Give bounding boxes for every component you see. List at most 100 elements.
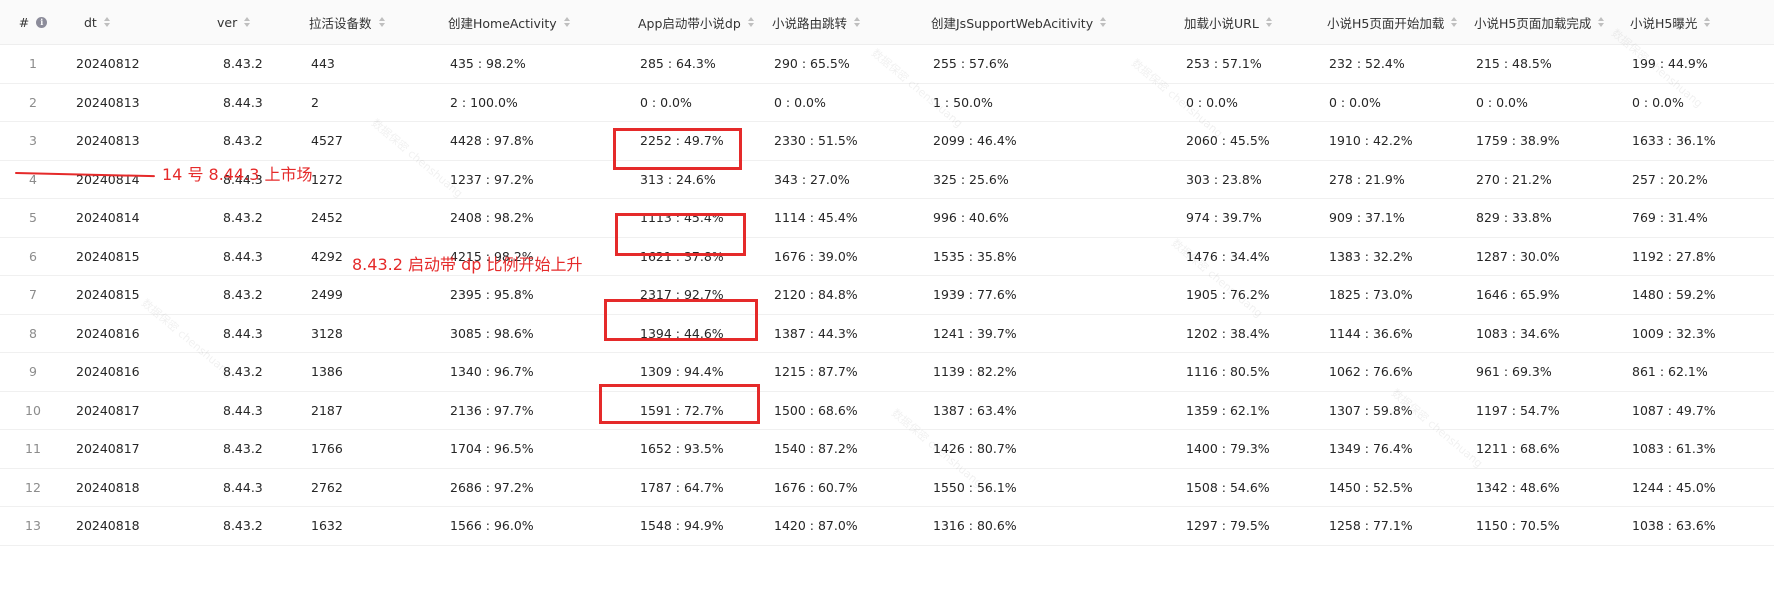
column-header-label: 拉活设备数 <box>309 15 372 31</box>
column-header-jsweb[interactable]: 创建JsSupportWebAcitivity <box>911 0 1154 45</box>
table-cell-idx: 2 <box>0 83 66 122</box>
sort-ascending-icon[interactable] <box>378 17 385 21</box>
column-header-h5done[interactable]: 小说H5页面加载完成 <box>1460 0 1612 45</box>
column-header-label: App启动带小说dp <box>638 15 741 31</box>
sort-descending-icon[interactable] <box>1265 23 1272 27</box>
sort-descending-icon[interactable] <box>854 23 861 27</box>
column-header-label: 小说H5页面加载完成 <box>1474 15 1592 31</box>
table-row[interactable]: 11 20240817 8.43.2 1766 1704 : 96.5% 1652 : 9… <box>0 429 1774 469</box>
sort-icon[interactable] <box>854 15 862 29</box>
column-header-content: 小说H5曝光 <box>1630 13 1712 32</box>
table-row[interactable]: 4 20240814 8.44.3 1272 1237 : 97.2% 313 : 24.… <box>0 160 1774 199</box>
column-header-devices[interactable]: 拉活设备数 <box>299 0 428 45</box>
table-cell-url: 1508 : 54.6% <box>1154 468 1307 507</box>
sort-ascending-icon[interactable] <box>563 17 570 21</box>
table-cell-h5start: 0 : 0.0% <box>1307 83 1460 122</box>
column-header-dt[interactable]: dt <box>66 0 197 45</box>
table-cell-idx: 3 <box>0 121 66 161</box>
sort-ascending-icon[interactable] <box>1598 17 1605 21</box>
column-header-ver[interactable]: ver <box>197 0 299 45</box>
info-icon[interactable]: i <box>36 16 48 28</box>
sort-descending-icon[interactable] <box>1100 23 1107 27</box>
column-header-content: 小说路由跳转 <box>772 13 862 32</box>
sort-descending-icon[interactable] <box>244 23 251 27</box>
table-body: 1 20240812 8.43.2 443 435 : 98.2% 285 : 64.3%… <box>0 44 1774 546</box>
table-cell-home: 4428 : 97.8% <box>428 121 608 161</box>
sort-descending-icon[interactable] <box>1451 23 1458 27</box>
column-header-dp[interactable]: App启动带小说dp <box>608 0 758 45</box>
sort-icon[interactable] <box>1451 15 1459 29</box>
table-row[interactable]: 13 20240818 8.43.2 1632 1566 : 96.0% 1548 : 9… <box>0 506 1774 546</box>
table-row[interactable]: 7 20240815 8.43.2 2499 2395 : 95.8% 2317 : 92… <box>0 275 1774 315</box>
table-cell-jsweb: 1 : 50.0% <box>911 83 1154 122</box>
column-header-h5expo[interactable]: 小说H5曝光 <box>1612 0 1774 45</box>
table-cell-ver: 8.44.3 <box>197 391 299 430</box>
table-row[interactable]: 10 20240817 8.44.3 2187 2136 : 97.7% 1591 : 7… <box>0 391 1774 430</box>
sort-ascending-icon[interactable] <box>747 17 754 21</box>
sort-icon[interactable] <box>1704 15 1712 29</box>
sort-icon[interactable] <box>1100 15 1108 29</box>
table-cell-dp: 1309 : 94.4% <box>608 352 758 392</box>
table-row[interactable]: 3 20240813 8.43.2 4527 4428 : 97.8% 2252 : 49… <box>0 121 1774 161</box>
sort-ascending-icon[interactable] <box>103 17 110 21</box>
sort-descending-icon[interactable] <box>378 23 385 27</box>
sort-ascending-icon[interactable] <box>1451 17 1458 21</box>
table-cell-h5start: 1349 : 76.4% <box>1307 429 1460 469</box>
column-header-label: 创建HomeActivity <box>448 15 557 31</box>
table-row[interactable]: 2 20240813 8.44.3 2 2 : 100.0% 0 : 0.0% 0 : 0.… <box>0 83 1774 122</box>
sort-icon[interactable] <box>1598 15 1606 29</box>
column-header-route[interactable]: 小说路由跳转 <box>758 0 911 45</box>
table-cell-dt: 20240812 <box>66 44 197 84</box>
sort-icon[interactable] <box>563 15 572 29</box>
sort-ascending-icon[interactable] <box>854 17 861 21</box>
table-cell-ver: 8.44.3 <box>197 314 299 353</box>
sort-descending-icon[interactable] <box>747 23 754 27</box>
table-row[interactable]: 9 20240816 8.43.2 1386 1340 : 96.7% 1309 : 94… <box>0 352 1774 392</box>
sort-descending-icon[interactable] <box>1704 23 1711 27</box>
sort-descending-icon[interactable] <box>1598 23 1605 27</box>
table-cell-route: 1500 : 68.6% <box>758 391 911 430</box>
column-header-label: dt <box>84 14 97 30</box>
table-cell-url: 253 : 57.1% <box>1154 44 1307 84</box>
column-header-url[interactable]: 加载小说URL <box>1154 0 1307 45</box>
annotation-market-note: 14 号 8.44.3 上市场 <box>162 165 313 184</box>
column-header-h5start[interactable]: 小说H5页面开始加载 <box>1307 0 1460 45</box>
table-cell-h5start: 1910 : 42.2% <box>1307 121 1460 161</box>
table-cell-ver: 8.44.3 <box>197 468 299 507</box>
table-row[interactable]: 1 20240812 8.43.2 443 435 : 98.2% 285 : 64.3%… <box>0 44 1774 84</box>
sort-descending-icon[interactable] <box>563 23 570 27</box>
table-cell-jsweb: 325 : 25.6% <box>911 160 1154 199</box>
column-header-content: 小说H5页面开始加载 <box>1327 13 1459 32</box>
sort-ascending-icon[interactable] <box>244 17 251 21</box>
table-row[interactable]: 8 20240816 8.44.3 3128 3085 : 98.6% 1394 : 44… <box>0 314 1774 353</box>
table-row[interactable]: 6 20240815 8.44.3 4292 4215 : 98.2% 1621 : 37… <box>0 237 1774 276</box>
sort-icon[interactable] <box>103 15 112 29</box>
table-cell-h5done: 0 : 0.0% <box>1460 83 1612 122</box>
table-cell-route: 1676 : 60.7% <box>758 468 911 507</box>
table-row[interactable]: 12 20240818 8.44.3 2762 2686 : 97.2% 1787 : 6… <box>0 468 1774 507</box>
column-header-content: 创建HomeActivity <box>448 13 572 32</box>
table-cell-jsweb: 1387 : 63.4% <box>911 391 1154 430</box>
sort-icon[interactable] <box>244 15 252 29</box>
sort-icon[interactable] <box>1265 15 1274 29</box>
sort-ascending-icon[interactable] <box>1100 17 1107 21</box>
sort-ascending-icon[interactable] <box>1704 17 1711 21</box>
sort-descending-icon[interactable] <box>103 23 110 27</box>
column-header-label: 创建JsSupportWebAcitivity <box>931 15 1094 31</box>
table-cell-devices: 443 <box>299 44 428 84</box>
table-cell-route: 343 : 27.0% <box>758 160 911 199</box>
table-row[interactable]: 5 20240814 8.43.2 2452 2408 : 98.2% 1113 : 45… <box>0 198 1774 238</box>
table-cell-jsweb: 255 : 57.6% <box>911 44 1154 84</box>
sort-icon[interactable] <box>378 15 387 29</box>
table-cell-dp: 1548 : 94.9% <box>608 506 758 546</box>
sort-ascending-icon[interactable] <box>1265 17 1272 21</box>
table-cell-dt: 20240817 <box>66 429 197 469</box>
column-header-content: 加载小说URL <box>1184 13 1274 32</box>
table-cell-route: 0 : 0.0% <box>758 83 911 122</box>
table-cell-dp: 1621 : 37.8% <box>608 237 758 276</box>
table-cell-h5expo: 199 : 44.9% <box>1612 44 1774 84</box>
sort-icon[interactable] <box>747 15 756 29</box>
column-header-home[interactable]: 创建HomeActivity <box>428 0 608 45</box>
table-cell-devices: 2499 <box>299 275 428 315</box>
